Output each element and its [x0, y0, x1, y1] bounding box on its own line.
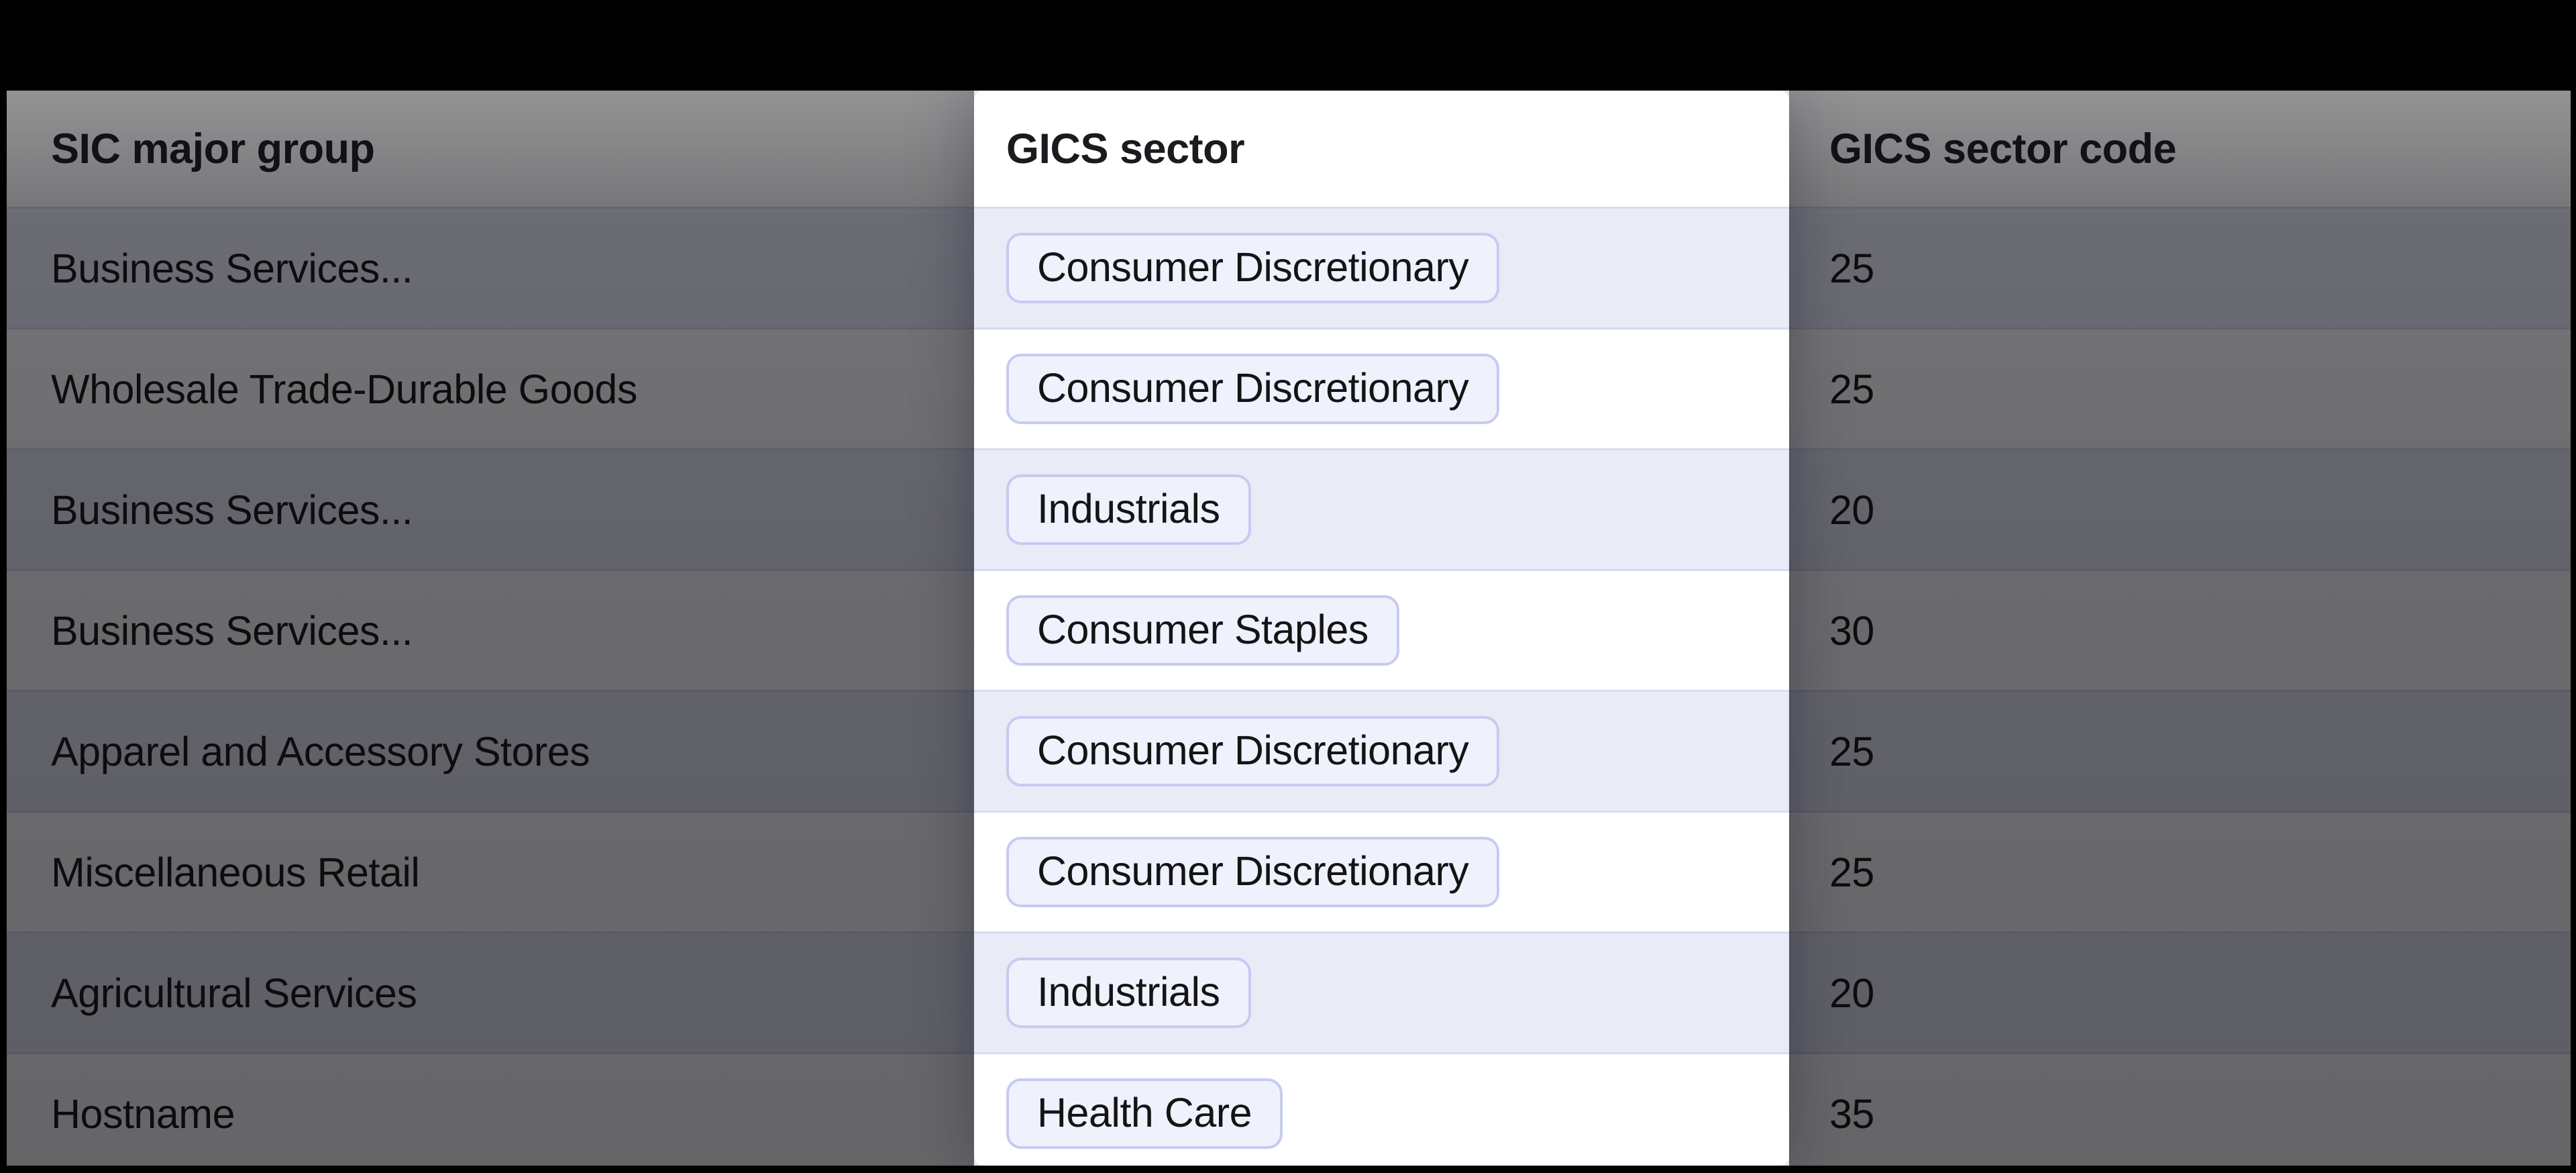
- code-cell: 25: [1789, 245, 2571, 292]
- code-label: 25: [1829, 366, 1874, 412]
- table-row: Wholesale Trade-Durable Goods Consumer D…: [7, 329, 2571, 450]
- sic-label: Hostname: [51, 1090, 235, 1137]
- table-row: Agricultural Services Industrials 20: [7, 933, 2571, 1054]
- gics-pill-label: Consumer Staples: [1037, 607, 1368, 653]
- gics-cell: Industrials: [974, 474, 1789, 545]
- table-row: Business Services... Consumer Discretion…: [7, 209, 2571, 329]
- gics-sector-pill[interactable]: Consumer Discretionary: [1006, 837, 1500, 907]
- code-label: 25: [1829, 728, 1874, 774]
- gics-cell: Health Care: [974, 1078, 1789, 1149]
- column-header-sic-label: SIC major group: [51, 125, 375, 172]
- column-header-gics-code: GICS sector code: [1789, 125, 2571, 173]
- code-label: 35: [1829, 1090, 1874, 1137]
- sic-gics-mapping-table: SIC major group GICS sector GICS sector …: [7, 91, 2571, 1166]
- gics-pill-label: Consumer Discretionary: [1037, 365, 1469, 411]
- gics-cell: Consumer Discretionary: [974, 716, 1789, 786]
- gics-pill-label: Industrials: [1037, 486, 1220, 532]
- code-cell: 25: [1789, 849, 2571, 896]
- gics-sector-pill[interactable]: Consumer Discretionary: [1006, 233, 1500, 303]
- code-label: 25: [1829, 245, 1874, 291]
- table-row: Business Services... Consumer Staples 30: [7, 571, 2571, 692]
- gics-sector-pill[interactable]: Consumer Staples: [1006, 595, 1399, 666]
- table-row: Apparel and Accessory Stores Consumer Di…: [7, 692, 2571, 813]
- sic-label: Agricultural Services: [51, 970, 417, 1016]
- gics-sector-pill[interactable]: Industrials: [1006, 474, 1251, 545]
- gics-cell: Consumer Discretionary: [974, 837, 1789, 907]
- gics-cell: Consumer Discretionary: [974, 354, 1789, 424]
- table-body: Business Services... Consumer Discretion…: [7, 209, 2571, 1166]
- sic-label: Business Services...: [51, 487, 413, 533]
- code-label: 20: [1829, 970, 1874, 1016]
- gics-sector-pill[interactable]: Health Care: [1006, 1078, 1283, 1149]
- code-label: 20: [1829, 487, 1874, 533]
- sic-cell: Wholesale Trade-Durable Goods: [7, 366, 974, 413]
- table-header-row: SIC major group GICS sector GICS sector …: [7, 91, 2571, 209]
- sic-cell: Hostname: [7, 1090, 974, 1137]
- gics-cell: Consumer Discretionary: [974, 233, 1789, 303]
- code-cell: 25: [1789, 728, 2571, 775]
- column-header-gics-label: GICS sector: [1006, 125, 1245, 172]
- sic-cell: Agricultural Services: [7, 970, 974, 1017]
- gics-sector-pill[interactable]: Consumer Discretionary: [1006, 716, 1500, 786]
- sic-label: Miscellaneous Retail: [51, 849, 420, 895]
- sic-cell: Apparel and Accessory Stores: [7, 728, 974, 775]
- gics-sector-pill[interactable]: Industrials: [1006, 958, 1251, 1028]
- top-letterbox-bar: [0, 0, 2576, 91]
- code-cell: 20: [1789, 970, 2571, 1017]
- left-frame-edge: [0, 91, 7, 1166]
- gics-pill-label: Consumer Discretionary: [1037, 848, 1469, 895]
- code-label: 30: [1829, 607, 1874, 654]
- sic-cell: Business Services...: [7, 487, 974, 533]
- sic-cell: Business Services...: [7, 607, 974, 654]
- code-cell: 20: [1789, 487, 2571, 533]
- right-frame-edge: [2571, 91, 2576, 1166]
- sic-label: Business Services...: [51, 607, 413, 654]
- gics-pill-label: Consumer Discretionary: [1037, 727, 1469, 774]
- gics-pill-label: Health Care: [1037, 1090, 1252, 1136]
- sic-cell: Business Services...: [7, 245, 974, 292]
- column-header-sic: SIC major group: [7, 125, 974, 173]
- column-header-gics: GICS sector: [974, 125, 1789, 173]
- bottom-letterbox-bar: [0, 1166, 2576, 1173]
- table-row: Hostname Health Care 35: [7, 1054, 2571, 1166]
- code-cell: 35: [1789, 1090, 2571, 1137]
- sic-cell: Miscellaneous Retail: [7, 849, 974, 896]
- gics-cell: Industrials: [974, 958, 1789, 1028]
- gics-pill-label: Industrials: [1037, 969, 1220, 1015]
- gics-pill-label: Consumer Discretionary: [1037, 244, 1469, 291]
- gics-sector-pill[interactable]: Consumer Discretionary: [1006, 354, 1500, 424]
- column-header-gics-code-label: GICS sector code: [1829, 125, 2177, 172]
- code-cell: 25: [1789, 366, 2571, 413]
- sic-label: Wholesale Trade-Durable Goods: [51, 366, 637, 412]
- code-cell: 30: [1789, 607, 2571, 654]
- sic-label: Business Services...: [51, 245, 413, 291]
- table-row: Business Services... Industrials 20: [7, 450, 2571, 571]
- sic-label: Apparel and Accessory Stores: [51, 728, 590, 774]
- gics-cell: Consumer Staples: [974, 595, 1789, 666]
- code-label: 25: [1829, 849, 1874, 895]
- table-row: Miscellaneous Retail Consumer Discretion…: [7, 813, 2571, 933]
